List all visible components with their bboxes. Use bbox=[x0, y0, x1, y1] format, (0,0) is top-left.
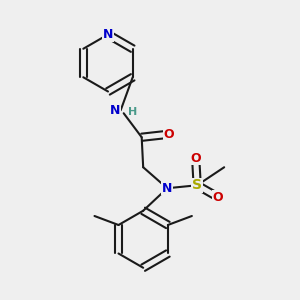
Text: N: N bbox=[110, 104, 121, 117]
Text: N: N bbox=[103, 28, 113, 41]
Text: O: O bbox=[213, 191, 224, 204]
Text: O: O bbox=[164, 128, 174, 141]
Text: N: N bbox=[162, 182, 172, 195]
Text: S: S bbox=[192, 178, 202, 192]
Text: O: O bbox=[190, 152, 201, 165]
Text: H: H bbox=[128, 107, 137, 117]
